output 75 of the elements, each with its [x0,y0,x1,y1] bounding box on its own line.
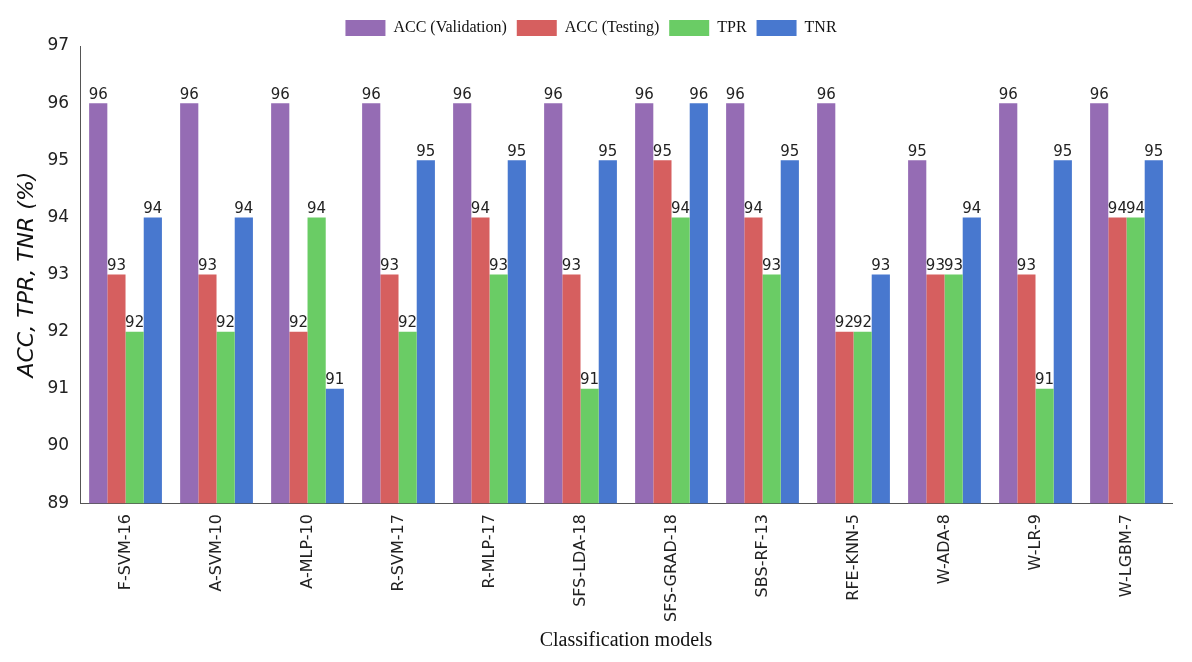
y-tick-label: 94 [47,205,70,226]
data-label: 91 [325,370,345,389]
data-label: 95 [507,141,527,160]
data-label: 96 [452,84,472,103]
data-label: 93 [944,255,964,274]
data-label: 96 [634,84,654,103]
x-tick-label: R-SVM-17 [387,514,407,592]
data-label: 95 [1144,141,1164,160]
data-label: 94 [743,198,763,217]
x-tick-label: SBS-RF-13 [751,514,771,598]
data-label: 96 [361,84,381,103]
data-label: 95 [780,141,800,160]
y-tick-label: 97 [47,34,70,55]
data-label: 94 [1107,198,1127,217]
data-label: 92 [216,313,236,332]
data-label: 96 [270,84,290,103]
data-label: 94 [307,198,327,217]
data-label: 95 [652,141,672,160]
x-tick-label: R-MLP-17 [478,514,498,589]
y-tick-label: 89 [47,491,70,512]
x-tick-label: A-SVM-10 [205,514,225,592]
y-axis-title: ACC, TPR, TNR (%) [12,171,38,380]
x-axis-title: Classification models [539,628,713,651]
data-label: 96 [543,84,563,103]
y-tick-label: 91 [47,377,70,398]
y-tick-label: 93 [47,262,70,283]
data-label: 94 [234,198,254,217]
data-label: 96 [998,84,1018,103]
data-label: 94 [470,198,490,217]
data-label: 93 [561,255,581,274]
data-label: 93 [489,255,509,274]
x-tick-label: W-LGBM-7 [1115,514,1135,598]
y-tick-label: 96 [47,91,70,112]
data-label: 94 [1126,198,1146,217]
data-label: 93 [379,255,399,274]
x-tick-label: W-ADA-8 [933,514,953,585]
y-tick-label: 90 [47,434,70,455]
data-label: 92 [853,313,873,332]
data-label: 96 [816,84,836,103]
legend-label: ACC (Testing) [564,18,660,37]
data-label: 92 [125,313,145,332]
y-tick-label: 95 [47,148,70,169]
data-label: 93 [871,255,891,274]
data-label: 96 [88,84,108,103]
data-label: 96 [179,84,199,103]
data-label: 94 [962,198,982,217]
data-label: 93 [925,255,945,274]
x-tick-label: SFS-GRAD-18 [660,514,680,622]
data-label: 93 [197,255,217,274]
x-tick-label: A-MLP-10 [296,514,316,589]
legend-label: TNR [804,18,837,36]
data-label: 95 [416,141,436,160]
data-label: 95 [598,141,618,160]
y-tick-label: 92 [47,320,70,341]
legend-label: TPR [717,18,747,36]
x-tick-label: F-SVM-16 [114,514,134,591]
data-label: 95 [1053,141,1073,160]
x-tick-label: RFE-KNN-5 [842,514,862,601]
data-label: 93 [106,255,126,274]
data-label: 95 [907,141,927,160]
data-label: 94 [671,198,691,217]
data-label: 93 [762,255,782,274]
data-label: 92 [834,313,854,332]
data-label: 94 [143,198,163,217]
x-tick-label: W-LR-9 [1024,514,1044,571]
data-label: 96 [1089,84,1109,103]
legend-label: ACC (Validation) [393,18,507,37]
data-label: 96 [689,84,709,103]
data-label: 91 [1035,370,1055,389]
data-label: 91 [580,370,600,389]
data-label: 96 [725,84,745,103]
x-tick-label: SFS-LDA-18 [569,514,589,607]
data-label: 92 [398,313,418,332]
data-label: 93 [1016,255,1036,274]
data-label: 92 [288,313,308,332]
